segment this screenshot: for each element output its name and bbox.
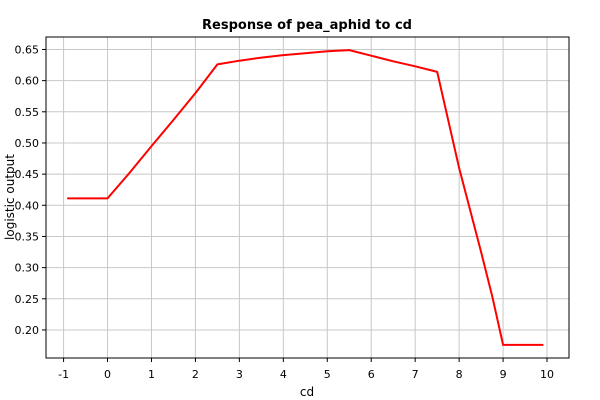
x-tick-label: 3	[236, 368, 243, 381]
x-tick-label: 9	[500, 368, 507, 381]
y-tick-label: 0.55	[15, 106, 40, 119]
plot-frame	[45, 36, 570, 359]
x-axis-label: cd	[300, 385, 314, 399]
x-tick-label: 7	[412, 368, 419, 381]
x-tick-label: 4	[280, 368, 287, 381]
axis-ticks: -1 0 1 2 3 4 5 6 7 8 9 10 0.20 0.25 0.30 0.35 0.40 0.45 0.…	[15, 43, 555, 381]
y-tick-label: 0.50	[15, 137, 40, 150]
y-tick-label: 0.25	[15, 293, 40, 306]
x-tick-label: 0	[104, 368, 111, 381]
grid	[46, 37, 569, 358]
x-tick-label: 1	[148, 368, 155, 381]
series-layer	[67, 49, 544, 346]
y-tick-label: 0.40	[15, 199, 40, 212]
response-curve	[67, 49, 544, 346]
x-tick-label: 10	[540, 368, 554, 381]
x-tick-label: 2	[192, 368, 199, 381]
y-tick-label: 0.30	[15, 262, 40, 275]
y-axis-label: logistic output	[3, 154, 17, 240]
y-tick-label: 0.35	[15, 230, 40, 243]
chart-title: Response of pea_aphid to cd	[202, 18, 412, 33]
x-tick-label: 5	[324, 368, 331, 381]
y-tick-label: 0.65	[15, 43, 40, 56]
y-tick-label: 0.45	[15, 168, 40, 181]
y-tick-label: 0.20	[15, 324, 40, 337]
x-tick-label: 6	[368, 368, 375, 381]
x-tick-label: 8	[456, 368, 463, 381]
x-tick-label: -1	[58, 368, 69, 381]
y-tick-label: 0.60	[15, 75, 40, 88]
